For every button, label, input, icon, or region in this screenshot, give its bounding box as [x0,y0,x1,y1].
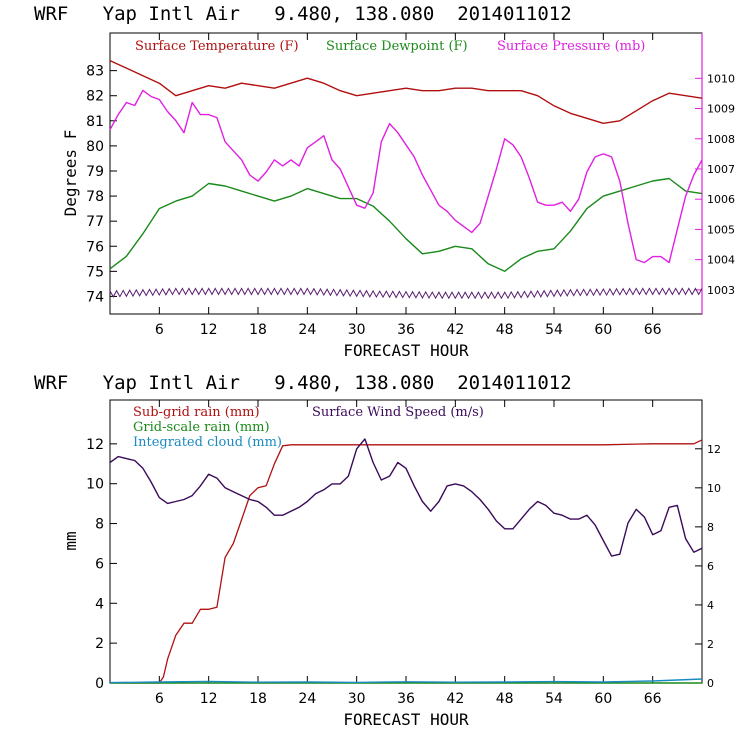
top-chart-title: WRF Yap Intl Air 9.480, 138.080 20140110… [34,3,572,25]
left-y-tick-label: 75 [86,264,104,280]
x-tick-label: 18 [249,322,267,338]
right-y-tick-label: 1009 [707,103,735,116]
bottom-series-integrated-cloud-mm [109,678,703,684]
x-tick-label: 24 [298,322,316,338]
x-tick-label: 42 [446,322,464,338]
legend-integrated-cloud: Integrated cloud (mm) [133,435,282,450]
right-y-tick-label: 1010 [707,72,735,85]
top-series-surface-pressure-mb [109,89,703,264]
right-y-tick-label: 8 [707,521,714,534]
left-y-tick-label: 6 [95,556,104,572]
legend-surface-pressure: Surface Pressure (mb) [497,39,645,54]
legend-surface-dewpoint: Surface Dewpoint (F) [326,39,468,54]
right-y-tick-label: 1004 [707,254,735,267]
top-x-axis-label: FORECAST HOUR [343,341,469,360]
x-tick-label: 60 [594,322,612,338]
left-y-tick-label: 12 [86,437,104,453]
x-tick-label: 18 [249,691,267,707]
left-y-tick-label: 79 [86,164,104,180]
right-y-tick-label: 12 [707,443,721,456]
bottom-chart-title: WRF Yap Intl Air 9.480, 138.080 20140110… [34,372,572,394]
x-tick-label: 30 [348,322,366,338]
left-y-tick-label: 2 [95,636,104,652]
x-tick-label: 30 [348,691,366,707]
bottom-series-sub-grid-rain-mm [110,439,703,684]
right-y-tick-label: 1006 [707,193,735,206]
top-series-surface-temperature-f [109,59,703,124]
left-y-tick-label: 83 [86,64,104,80]
x-tick-label: 48 [496,691,514,707]
legend-surface-temperature: Surface Temperature (F) [135,39,299,54]
x-tick-label: 48 [496,322,514,338]
x-tick-label: 6 [155,691,164,707]
left-y-tick-label: 4 [95,596,104,612]
legend-surface-wind-speed: Surface Wind Speed (m/s) [312,405,484,420]
right-y-tick-label: 1005 [707,223,735,236]
top-series-hatched-band [109,287,703,300]
x-tick-label: 54 [545,322,563,338]
left-y-tick-label: 80 [86,139,104,155]
right-y-tick-label: 2 [707,638,714,651]
right-y-tick-label: 1007 [707,163,735,176]
top-series-surface-dewpoint-f [109,177,703,272]
left-y-tick-label: 78 [86,189,104,205]
x-tick-label: 6 [155,322,164,338]
x-tick-label: 66 [644,691,662,707]
x-tick-label: 36 [397,691,415,707]
bottom-y-axis-label: mm [61,531,80,550]
left-y-tick-label: 10 [86,477,104,493]
left-y-tick-label: 0 [95,676,104,692]
left-y-tick-label: 81 [86,114,104,130]
x-tick-label: 12 [200,322,218,338]
x-tick-label: 66 [644,322,662,338]
x-tick-label: 54 [545,691,563,707]
right-y-tick-label: 0 [707,677,714,690]
right-y-tick-label: 10 [707,482,721,495]
left-y-tick-label: 74 [86,289,104,305]
x-tick-label: 24 [298,691,316,707]
right-y-tick-label: 1003 [707,284,735,297]
bottom-x-axis-label: FORECAST HOUR [343,710,469,729]
right-y-tick-label: 6 [707,560,714,573]
left-y-tick-label: 77 [86,214,104,230]
x-tick-label: 12 [200,691,218,707]
legend-grid-scale-rain: Grid-scale rain (mm) [133,420,270,435]
left-y-tick-label: 8 [95,517,104,533]
right-y-tick-label: 4 [707,599,714,612]
left-y-tick-label: 82 [86,89,104,105]
top-y-axis-label: Degrees F [61,130,80,217]
x-tick-label: 60 [594,691,612,707]
legend-sub-grid-rain: Sub-grid rain (mm) [133,405,260,420]
right-y-tick-label: 1008 [707,133,735,146]
x-tick-label: 36 [397,322,415,338]
left-y-tick-label: 76 [86,239,104,255]
bottom-series-surface-wind-speed-m-s [109,438,703,557]
x-tick-label: 42 [446,691,464,707]
